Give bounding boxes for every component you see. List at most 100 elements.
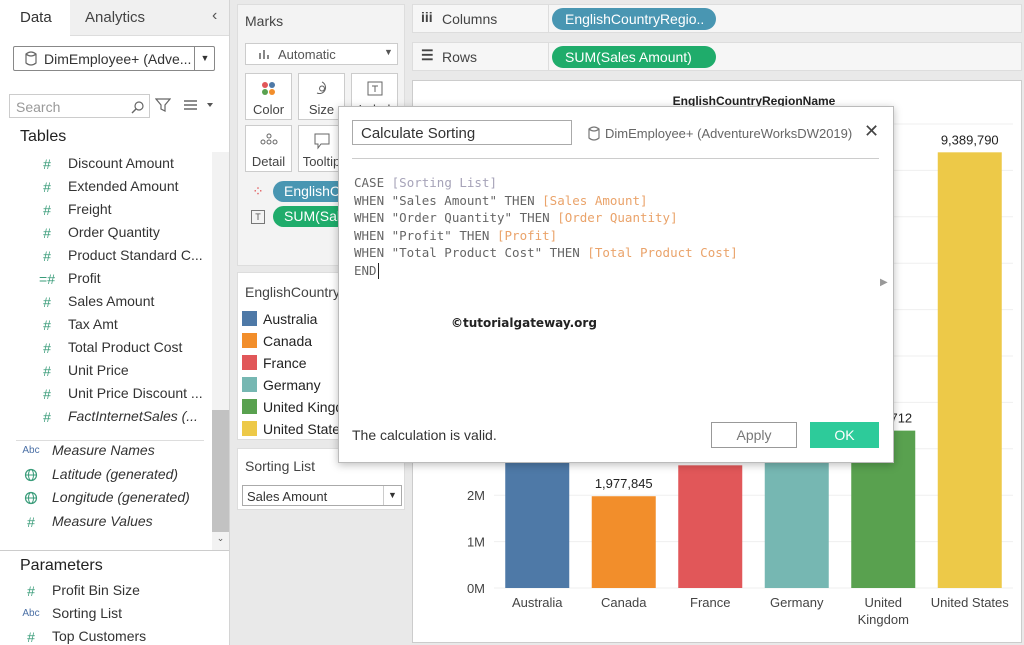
expand-arrow[interactable]: ▶ bbox=[880, 277, 888, 288]
shelf-label: Rows bbox=[442, 49, 477, 65]
bar-icon-part bbox=[267, 55, 269, 59]
parameter[interactable]: Top Customers bbox=[52, 628, 146, 644]
scrollbar-thumb[interactable] bbox=[212, 410, 229, 532]
legend-label[interactable]: Australia bbox=[263, 311, 317, 327]
dropdown-arrow: ▼ bbox=[194, 47, 215, 70]
shelf-icon: ☰ bbox=[421, 47, 434, 64]
data-panel: Data Analytics ‹ DimEmployee+ (Adve...▼ Sear… bbox=[0, 0, 230, 645]
code-line: WHEN "Sales Amount" THEN [Sales Amount] bbox=[354, 192, 648, 210]
field-icon: Abc bbox=[16, 606, 46, 622]
filter-icon bbox=[155, 97, 171, 113]
calculation-name-input[interactable]: Calculate Sorting bbox=[352, 120, 572, 145]
legend-swatch bbox=[242, 421, 257, 436]
mark-button-icon bbox=[313, 80, 331, 98]
code-token: [Profit] bbox=[497, 228, 557, 243]
data-tab[interactable]: Data bbox=[0, 0, 70, 37]
mark-button-icon bbox=[260, 132, 278, 150]
dialog-separator bbox=[352, 158, 879, 159]
shelf-pill[interactable]: EnglishCountryRegio.. bbox=[552, 8, 716, 30]
globe-icon bbox=[24, 468, 38, 482]
code-token: WHEN "Sales Amount" THEN bbox=[354, 193, 542, 208]
code-line: END bbox=[354, 262, 377, 280]
bar-icon-part bbox=[259, 53, 261, 59]
parameter-select[interactable]: Sales Amount▼ bbox=[242, 485, 402, 506]
collapse-button[interactable]: ‹ bbox=[212, 7, 217, 25]
legend-label[interactable]: Canada bbox=[263, 333, 312, 349]
mark-button-label: Detail bbox=[246, 154, 291, 169]
value-label: 1,977,845 bbox=[595, 476, 653, 491]
x-tick-label: Germany bbox=[752, 594, 842, 611]
lens bbox=[135, 102, 143, 110]
ok-button[interactable]: OK bbox=[810, 422, 879, 448]
parameter[interactable]: Profit Bin Size bbox=[52, 582, 140, 598]
section-divider bbox=[16, 440, 204, 441]
field[interactable]: Sales Amount bbox=[68, 293, 154, 309]
code-line: WHEN "Total Product Cost" THEN [Total Pr… bbox=[354, 244, 738, 262]
field[interactable]: Freight bbox=[68, 201, 112, 217]
legend-label[interactable]: France bbox=[263, 355, 307, 371]
calculation-name: Calculate Sorting bbox=[361, 125, 475, 142]
code-token: [Total Product Cost] bbox=[587, 245, 738, 260]
field-icon: # bbox=[32, 202, 62, 218]
field[interactable]: Total Product Cost bbox=[68, 339, 182, 355]
calculation-dialog: Calculate SortingDimEmployee+ (Adventure… bbox=[338, 106, 894, 463]
mark-button-label: Color bbox=[246, 102, 291, 117]
apply-button[interactable]: Apply bbox=[711, 422, 797, 448]
field[interactable]: Unit Price bbox=[68, 362, 129, 378]
tooltip-bubble bbox=[315, 134, 329, 148]
handle bbox=[132, 109, 136, 113]
legend-label[interactable]: United States bbox=[263, 421, 347, 437]
view-arrow bbox=[207, 103, 213, 107]
field-icon: # bbox=[32, 248, 62, 264]
field-icon: =# bbox=[32, 271, 62, 287]
field-icon: # bbox=[32, 225, 62, 241]
code-line: CASE [Sorting List] bbox=[354, 174, 497, 192]
size-shape bbox=[317, 82, 326, 94]
search-box[interactable]: Search bbox=[9, 94, 150, 118]
bar bbox=[678, 465, 742, 588]
y-tick-label: 2M bbox=[467, 488, 485, 503]
scroll-down[interactable]: ⌄ bbox=[212, 533, 229, 544]
mark-button-icon bbox=[260, 80, 278, 98]
field-icon: # bbox=[32, 340, 62, 356]
code-editor[interactable]: CASE [Sorting List]WHEN "Sales Amount" T… bbox=[354, 174, 874, 374]
legend-label[interactable]: Germany bbox=[263, 377, 321, 393]
field[interactable]: Latitude (generated) bbox=[52, 466, 178, 482]
mark-button[interactable]: Color bbox=[245, 73, 292, 120]
field[interactable]: Measure Values bbox=[52, 513, 153, 529]
mark-type-arrow: ▼ bbox=[384, 47, 393, 57]
field[interactable]: Discount Amount bbox=[68, 155, 174, 171]
code-line: WHEN "Profit" THEN [Profit] bbox=[354, 227, 557, 245]
mark-type: Automatic bbox=[278, 47, 336, 62]
y-tick-label: 1M bbox=[467, 535, 485, 550]
field[interactable]: Measure Names bbox=[52, 442, 155, 458]
shelf-pill[interactable]: SUM(Sales Amount) bbox=[552, 46, 716, 68]
code-token: [Order Quantity] bbox=[557, 210, 677, 225]
field-icon: # bbox=[16, 583, 46, 599]
view-icon bbox=[183, 99, 215, 111]
datasource-select[interactable]: DimEmployee+ (Adve...▼ bbox=[13, 46, 215, 71]
analytics-tab[interactable]: Analytics bbox=[85, 9, 145, 26]
mark-type-select[interactable]: Automatic ▼ bbox=[245, 43, 398, 65]
field[interactable]: Extended Amount bbox=[68, 178, 179, 194]
field[interactable]: Tax Amt bbox=[68, 316, 118, 332]
code-token: WHEN "Order Quantity" THEN bbox=[354, 210, 557, 225]
mark-button[interactable]: Detail bbox=[245, 125, 292, 172]
field[interactable]: Longitude (generated) bbox=[52, 489, 190, 505]
bar-icon bbox=[258, 49, 270, 59]
color-dot bbox=[269, 82, 275, 88]
pill-icon: ⁘ bbox=[251, 185, 265, 199]
shelf-divider bbox=[548, 5, 549, 32]
parameter[interactable]: Sorting List bbox=[52, 605, 122, 621]
field[interactable]: FactInternetSales (... bbox=[68, 408, 198, 424]
field[interactable]: Profit bbox=[68, 270, 101, 286]
field-icon: # bbox=[32, 294, 62, 310]
field[interactable]: Unit Price Discount ... bbox=[68, 385, 203, 401]
field[interactable]: Order Quantity bbox=[68, 224, 160, 240]
parameter-title: Sorting List bbox=[245, 458, 315, 474]
field[interactable]: Product Standard C... bbox=[68, 247, 203, 263]
x-tick-label: Canada bbox=[579, 594, 669, 611]
shelf-divider bbox=[548, 43, 549, 70]
close-button[interactable]: ✕ bbox=[864, 121, 879, 142]
field-icon: # bbox=[32, 386, 62, 402]
